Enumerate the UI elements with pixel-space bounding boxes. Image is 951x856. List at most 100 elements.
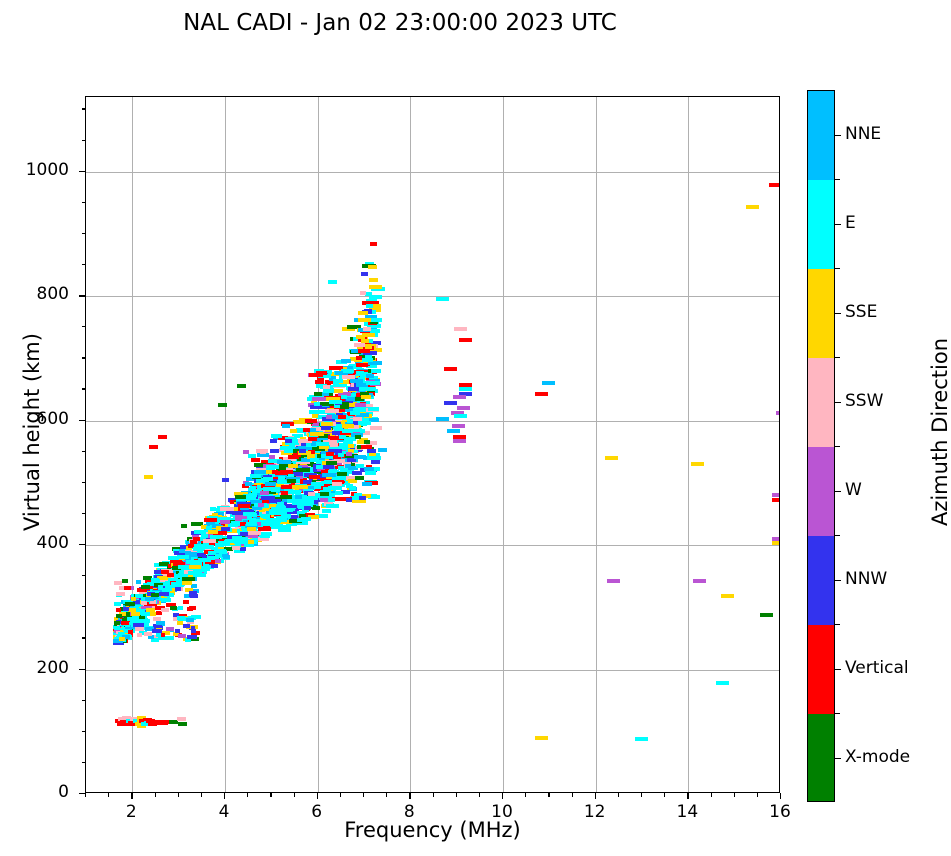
echo-mark (274, 510, 287, 515)
echo-mark (150, 637, 159, 642)
echo-mark (311, 426, 323, 431)
echo-mark (240, 525, 247, 530)
x-tick-minor (548, 793, 550, 797)
echo-mark (360, 444, 372, 449)
x-tick-minor (756, 793, 759, 797)
echo-mark (370, 459, 380, 464)
echo-mark (326, 414, 338, 419)
echo-mark (778, 216, 779, 221)
y-tick-minor (81, 264, 85, 266)
echo-mark (326, 397, 341, 402)
echo-mark (259, 498, 270, 503)
echo-mark (300, 457, 310, 462)
echo-mark (306, 461, 314, 466)
x-tick (687, 793, 689, 799)
echo-mark (153, 583, 163, 588)
echo-mark (262, 476, 273, 481)
echo-mark (342, 374, 356, 379)
echo-mark (355, 464, 364, 469)
echo-mark (355, 355, 362, 360)
echo-mark (328, 485, 343, 490)
x-tick (780, 793, 782, 799)
echo-mark (248, 530, 262, 535)
echo-mark (299, 474, 308, 479)
y-tick-label: 600 (36, 408, 69, 429)
echo-mark (295, 460, 310, 465)
echo-mark (169, 606, 177, 611)
echo-mark (115, 592, 125, 597)
echo-mark (279, 520, 292, 525)
y-tick-minor (81, 108, 85, 110)
echo-mark (218, 403, 228, 408)
echo-mark (279, 495, 292, 500)
echo-mark (778, 244, 779, 249)
echo-mark (366, 441, 377, 446)
echo-mark (344, 421, 356, 426)
colorbar-boundary-tick (835, 357, 840, 359)
echo-mark (296, 475, 304, 480)
echo-mark (345, 414, 353, 419)
echo-mark (282, 423, 291, 428)
echo-mark (157, 575, 172, 580)
y-tick (79, 793, 85, 795)
colorbar-tick (835, 579, 841, 581)
echo-mark (181, 576, 195, 581)
echo-mark (365, 344, 373, 349)
echo-mark (357, 445, 364, 450)
echo-mark (369, 426, 382, 431)
echo-mark (122, 578, 129, 583)
echo-mark (342, 402, 350, 407)
echo-mark (218, 550, 227, 555)
echo-mark (250, 513, 265, 518)
echo-mark (188, 590, 197, 595)
y-tick-minor (81, 388, 85, 390)
echo-mark (361, 333, 371, 338)
echo-mark (182, 566, 190, 571)
echo-mark (362, 357, 374, 362)
echo-mark (315, 383, 327, 388)
echo-mark (343, 460, 352, 465)
echo-mark (771, 540, 779, 545)
echo-mark (351, 429, 365, 434)
y-tick-minor (81, 326, 85, 328)
echo-mark (311, 499, 319, 504)
echo-mark (267, 459, 282, 464)
echo-mark (369, 376, 379, 381)
echo-mark (124, 610, 134, 615)
echo-mark (131, 611, 141, 616)
echo-mark (210, 526, 218, 531)
echo-mark (291, 500, 305, 505)
echo-mark (323, 486, 332, 491)
gridline-horizontal (86, 670, 779, 671)
echo-mark (192, 546, 205, 551)
x-tick-minor (455, 793, 457, 797)
x-tick-minor (710, 793, 712, 797)
echo-mark (145, 626, 155, 631)
echo-mark (149, 611, 156, 616)
echo-mark (277, 481, 291, 486)
echo-mark (348, 444, 355, 449)
echo-mark (328, 366, 343, 371)
echo-mark (231, 546, 240, 551)
echo-mark (359, 392, 369, 397)
echo-mark (288, 445, 295, 450)
x-tick-label: 16 (769, 802, 791, 822)
echo-mark (320, 497, 329, 502)
echo-mark (252, 489, 266, 494)
gridline-horizontal (86, 296, 779, 297)
echo-mark (180, 523, 187, 528)
echo-mark (272, 469, 278, 474)
echo-mark (302, 428, 317, 433)
echo-mark (153, 569, 161, 574)
echo-mark (322, 465, 334, 470)
x-tick-minor (386, 793, 388, 797)
echo-mark (331, 475, 338, 480)
echo-mark (291, 485, 304, 490)
echo-mark (139, 614, 146, 619)
echo-mark (343, 469, 353, 474)
echo-mark (233, 504, 240, 509)
echo-mark (277, 527, 291, 532)
echo-mark (160, 588, 174, 593)
echo-mark (213, 511, 224, 516)
